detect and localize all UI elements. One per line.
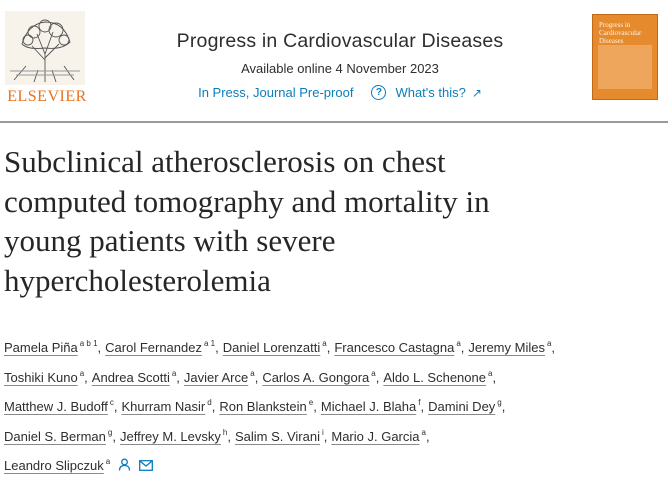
affiliation-marker[interactable]: a — [546, 339, 552, 348]
affiliation-marker[interactable]: a — [79, 368, 85, 378]
author-separator: , — [460, 340, 465, 355]
author-link[interactable]: Aldo L. Schenone — [383, 369, 486, 385]
author-link[interactable]: Andrea Scotti — [91, 369, 170, 385]
author-link[interactable]: Daniel Lorenzatti — [222, 340, 321, 355]
author-link[interactable]: Michael J. Blaha — [320, 399, 417, 414]
person-icon[interactable] — [118, 454, 131, 479]
author-separator: , — [97, 340, 102, 355]
author-line: Pamela Piña a b 1, Carol Fernandez a 1, Dani… — [4, 331, 668, 361]
affiliation-marker[interactable]: a — [322, 339, 327, 348]
author-link[interactable]: Javier Arce — [183, 369, 249, 385]
affiliation-marker[interactable]: a 1 — [203, 339, 216, 348]
author-separator: , — [326, 340, 331, 355]
affiliation-marker[interactable]: a — [421, 427, 426, 437]
elsevier-logo[interactable]: ELSEVIER — [4, 10, 86, 105]
author-link[interactable]: Salim S. Virani — [234, 428, 320, 444]
publisher-wordmark: ELSEVIER — [7, 88, 87, 105]
author-link[interactable]: Daniel S. Berman — [4, 428, 106, 444]
author-separator: , — [113, 399, 118, 414]
cover-graphic — [598, 45, 652, 89]
author-separator: , — [425, 428, 430, 444]
header-divider — [0, 121, 668, 123]
author-separator: , — [323, 428, 328, 444]
author-link[interactable]: Francesco Castagna — [334, 340, 455, 355]
author-line: Leandro Slipczuk a — [4, 449, 668, 479]
title-line: computed tomography and mortality in — [4, 183, 490, 219]
affiliation-marker[interactable]: i — [321, 427, 324, 437]
author-link[interactable]: Toshiki Kuno — [4, 369, 78, 385]
author-link[interactable]: Matthew J. Budoff — [4, 399, 108, 414]
affiliation-marker[interactable]: c — [109, 398, 114, 407]
title-line: hypercholesterolemia — [4, 262, 271, 298]
journal-title[interactable]: Progress in Cardiovascular Diseases — [176, 30, 504, 52]
affiliation-marker[interactable]: f — [418, 398, 421, 407]
cover-title: Progress in Cardiovascular Diseases — [599, 21, 642, 45]
affiliation-marker[interactable]: a — [371, 368, 376, 378]
author-separator: , — [112, 428, 116, 444]
affiliation-marker[interactable]: a — [105, 457, 111, 466]
affiliation-marker[interactable]: h — [222, 427, 228, 437]
mail-icon[interactable] — [139, 454, 154, 479]
tree-icon — [5, 11, 85, 85]
author-link[interactable]: Carlos A. Gongora — [262, 369, 370, 385]
status-row: In Press, Journal Pre-proof ? What's thi… — [120, 85, 560, 100]
author-line: Daniel S. Berman g, Jeffrey M. Levsky h, Sal… — [4, 420, 668, 450]
author-separator: , — [227, 428, 231, 444]
author-separator: , — [176, 369, 180, 385]
author-list: Pamela Piña a b 1, Carol Fernandez a 1, Dani… — [4, 331, 668, 479]
author-link[interactable]: Leandro Slipczuk — [4, 458, 104, 473]
author-link[interactable]: Jeffrey M. Levsky — [119, 428, 221, 444]
author-link[interactable]: Carol Fernandez — [105, 340, 202, 355]
affiliation-marker[interactable]: a — [487, 368, 493, 378]
author-separator: , — [551, 340, 556, 355]
author-line: Matthew J. Budoff c, Khurram Nasir d, Ron Bl… — [4, 390, 668, 420]
help-circle-icon[interactable]: ? — [371, 85, 387, 100]
author-separator: , — [215, 340, 219, 355]
affiliation-marker[interactable]: a — [456, 339, 461, 348]
author-separator: , — [492, 369, 497, 385]
author-separator: , — [254, 369, 259, 385]
author-link[interactable]: Jeremy Miles — [468, 340, 545, 355]
author-link[interactable]: Khurram Nasir — [121, 399, 206, 414]
title-line: young patients with severe — [4, 223, 336, 258]
author-separator: , — [211, 399, 216, 414]
journal-info: Progress in Cardiovascular Diseases Avai… — [120, 30, 560, 100]
author-link[interactable]: Damini Dey — [428, 399, 496, 414]
author-separator: , — [84, 369, 88, 385]
affiliation-marker[interactable]: a b 1 — [79, 339, 98, 348]
article-header: ELSEVIER Progress in Cardiovascular Dise… — [0, 0, 668, 118]
author-line: Toshiki Kuno a, Andrea Scotti a, Javier Arce… — [4, 361, 668, 391]
affiliation-marker[interactable]: g — [497, 398, 502, 407]
journal-cover-image[interactable]: Progress in Cardiovascular Diseases — [592, 14, 658, 100]
title-line: Subclinical atherosclerosis on chest — [4, 144, 446, 179]
pre-proof-link[interactable]: In Press, Journal Pre-proof — [198, 85, 354, 100]
author-separator: , — [375, 369, 380, 385]
affiliation-marker[interactable]: d — [207, 398, 212, 407]
affiliation-marker[interactable]: a — [171, 368, 177, 378]
author-separator: , — [313, 399, 317, 414]
author-link[interactable]: Mario J. Garcia — [331, 428, 420, 444]
external-arrow-icon: ↗ — [471, 85, 482, 100]
affiliation-marker[interactable]: e — [308, 398, 314, 407]
author-separator: , — [420, 399, 425, 414]
author-link[interactable]: Ron Blankstein — [219, 399, 307, 414]
affiliation-marker[interactable]: a — [250, 368, 255, 378]
author-separator: , — [501, 399, 506, 414]
availability-date: Available online 4 November 2023 — [241, 61, 439, 76]
author-link[interactable]: Pamela Piña — [4, 340, 78, 355]
affiliation-marker[interactable]: g — [107, 427, 113, 437]
article-title: Subclinical atherosclerosis on chest com… — [4, 142, 624, 300]
whats-this-link[interactable]: What's this? — [395, 85, 466, 100]
